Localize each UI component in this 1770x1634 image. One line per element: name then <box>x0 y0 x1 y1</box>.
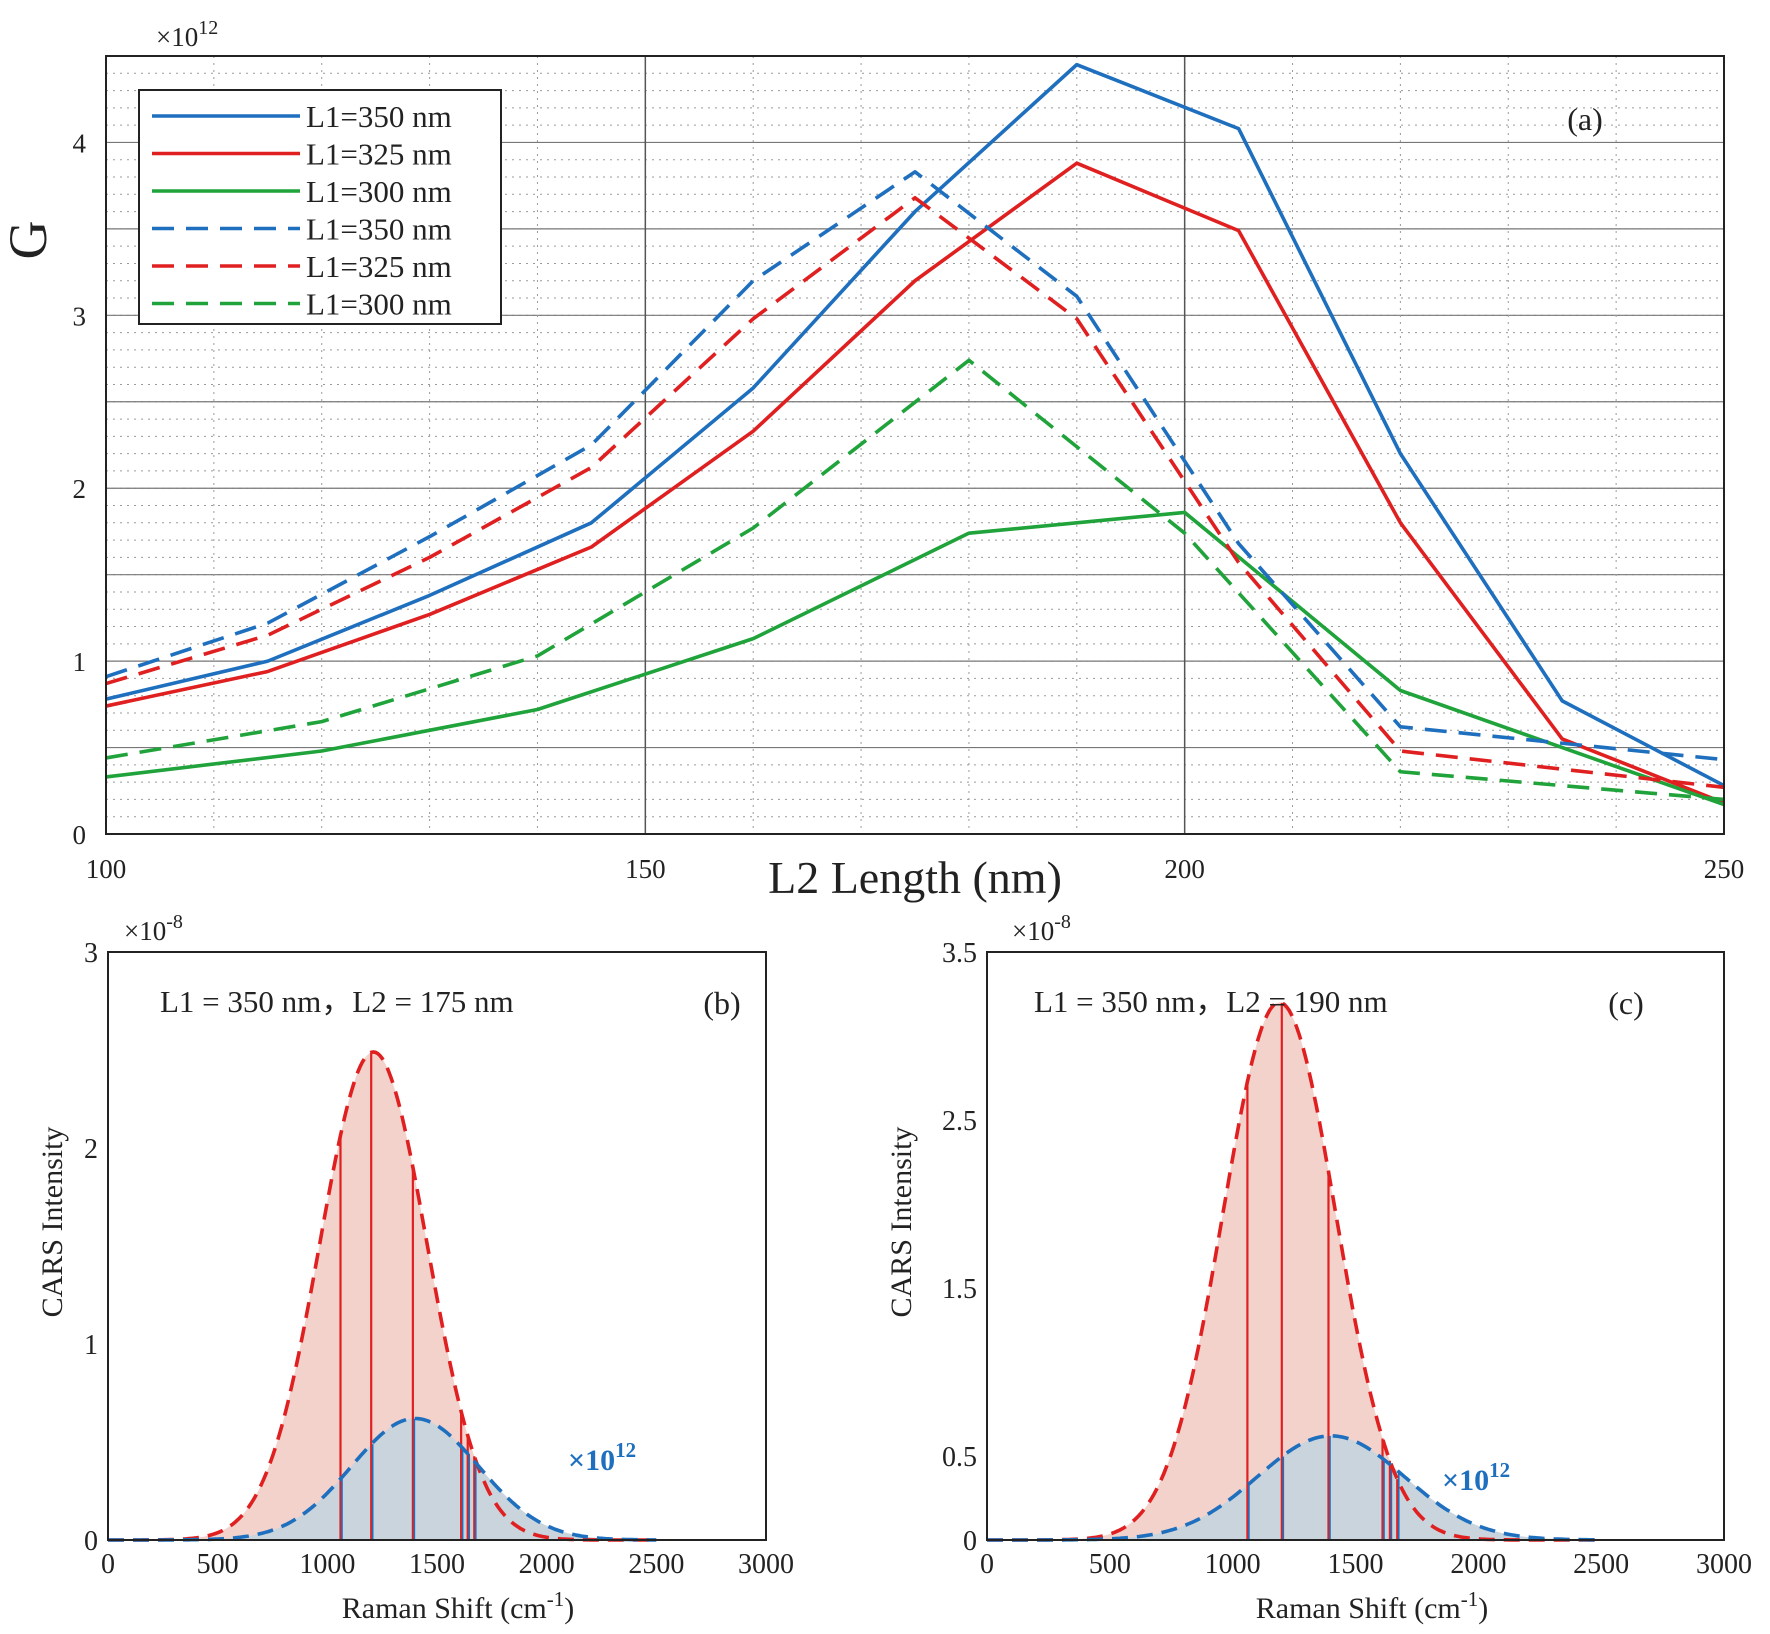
blue-envelope-fill <box>987 1435 1602 1540</box>
legend-label: L1=325 nm <box>306 137 452 172</box>
y-tick-label: 2.5 <box>942 1106 977 1137</box>
x-axis-label-a: L2 Length (nm) <box>768 852 1062 903</box>
panel-tag-b: (b) <box>703 985 740 1021</box>
series-multiplier-b: ×1012 <box>568 1438 636 1477</box>
x-tick-label: 500 <box>1089 1549 1131 1580</box>
series-a <box>105 62 1725 807</box>
y-axis-label-c: CARS Intensity <box>885 1127 918 1318</box>
x-tick-label: 1000 <box>299 1549 355 1580</box>
x-tick-label: 1500 <box>409 1549 465 1580</box>
legend-label: L1=325 nm <box>306 249 452 284</box>
panel-c: 0 500 1000 1500 2000 2500 3000 0 0.5 1.5 2.5 3.5 ×1… <box>885 911 1752 1625</box>
y-multiplier-b: ×10-8 <box>124 911 183 946</box>
x-tick-label: 2000 <box>1450 1549 1506 1580</box>
x-axis-label-b: Raman Shift (cm-1) <box>342 1587 574 1625</box>
x-tick-label: 500 <box>197 1549 239 1580</box>
series-line-green-solid <box>105 510 1725 807</box>
x-tick-label: 2500 <box>628 1549 684 1580</box>
ticks-a: 100 150 200 250 0 1 2 3 4 <box>73 128 1745 884</box>
y-multiplier-a: ×1012 <box>156 17 218 52</box>
x-tick-label-a: 100 <box>86 854 127 884</box>
x-tick-label: 0 <box>101 1549 115 1580</box>
x-tick-label: 2000 <box>519 1549 575 1580</box>
red-envelope-fill <box>987 1002 1602 1540</box>
blue-envelope-line <box>108 1416 657 1542</box>
x-tick-label: 1500 <box>1328 1549 1384 1580</box>
ticks-b: 0 500 1000 1500 2000 2500 3000 0 1 2 3 <box>84 938 794 1580</box>
axes-box-a <box>105 55 1725 835</box>
legend-label: L1=350 nm <box>306 99 452 134</box>
series-line-blue-dashed <box>105 170 1725 762</box>
x-tick-label-a: 200 <box>1164 854 1205 884</box>
y-tick-label-a: 0 <box>73 820 87 850</box>
y-tick-label: 0 <box>84 1526 98 1557</box>
series-multiplier-c: ×1012 <box>1442 1458 1510 1497</box>
legend-box <box>138 89 502 325</box>
y-tick-label: 1.5 <box>942 1274 977 1305</box>
x-tick-label-a: 250 <box>1704 854 1745 884</box>
legend-label: L1=350 nm <box>306 212 452 247</box>
red-envelope-fill <box>108 1052 657 1540</box>
x-tick-label: 2500 <box>1573 1549 1629 1580</box>
panel-tag-c: (c) <box>1608 985 1644 1021</box>
legend-label: L1=300 nm <box>306 174 452 209</box>
y-tick-label-a: 4 <box>73 128 87 158</box>
axes-box-c <box>986 951 1725 1541</box>
y-tick-label: 0.5 <box>942 1442 977 1473</box>
y-tick-label-a: 2 <box>73 474 87 504</box>
x-tick-label: 3000 <box>1696 1549 1752 1580</box>
panel-a: 100 150 200 250 0 1 2 3 4 ×1012 G L2 Length (nm)… <box>0 17 1744 903</box>
x-tick-label: 3000 <box>738 1549 794 1580</box>
x-tick-label: 1000 <box>1205 1549 1261 1580</box>
axes-box-b <box>107 951 767 1541</box>
series-line-blue-solid <box>105 62 1725 788</box>
ticks-c: 0 500 1000 1500 2000 2500 3000 0 0.5 1.5 2.5 3.5 <box>942 938 1752 1580</box>
x-axis-label-c: Raman Shift (cm-1) <box>1256 1587 1488 1625</box>
x-tick-label: 0 <box>980 1549 994 1580</box>
blue-envelope-fill <box>108 1418 657 1540</box>
panel-tag-a: (a) <box>1567 101 1603 137</box>
panel-b: 0 500 1000 1500 2000 2500 3000 0 1 2 3 ×10-8 CARS … <box>36 911 794 1625</box>
y-axis-label-a: G <box>0 221 58 260</box>
y-axis-label-b: CARS Intensity <box>36 1127 69 1318</box>
x-tick-label-a: 150 <box>625 854 666 884</box>
y-tick-label: 1 <box>84 1330 98 1361</box>
y-multiplier-c: ×10-8 <box>1012 911 1071 946</box>
annotation-c: L1 = 350 nm，L2 = 190 nm <box>1034 984 1388 1019</box>
legend-label: L1=300 nm <box>306 287 452 322</box>
series-line-red-solid <box>105 161 1725 805</box>
y-tick-label-a: 3 <box>73 301 87 331</box>
y-tick-label: 2 <box>84 1134 98 1165</box>
series-line-red-dashed <box>105 195 1725 790</box>
y-tick-label: 3 <box>84 938 98 969</box>
y-tick-label-a: 1 <box>73 647 87 677</box>
y-tick-label: 0 <box>963 1526 977 1557</box>
annotation-b: L1 = 350 nm，L2 = 175 nm <box>160 984 514 1019</box>
series-line-green-dashed <box>105 358 1725 802</box>
y-tick-label: 3.5 <box>942 938 977 969</box>
